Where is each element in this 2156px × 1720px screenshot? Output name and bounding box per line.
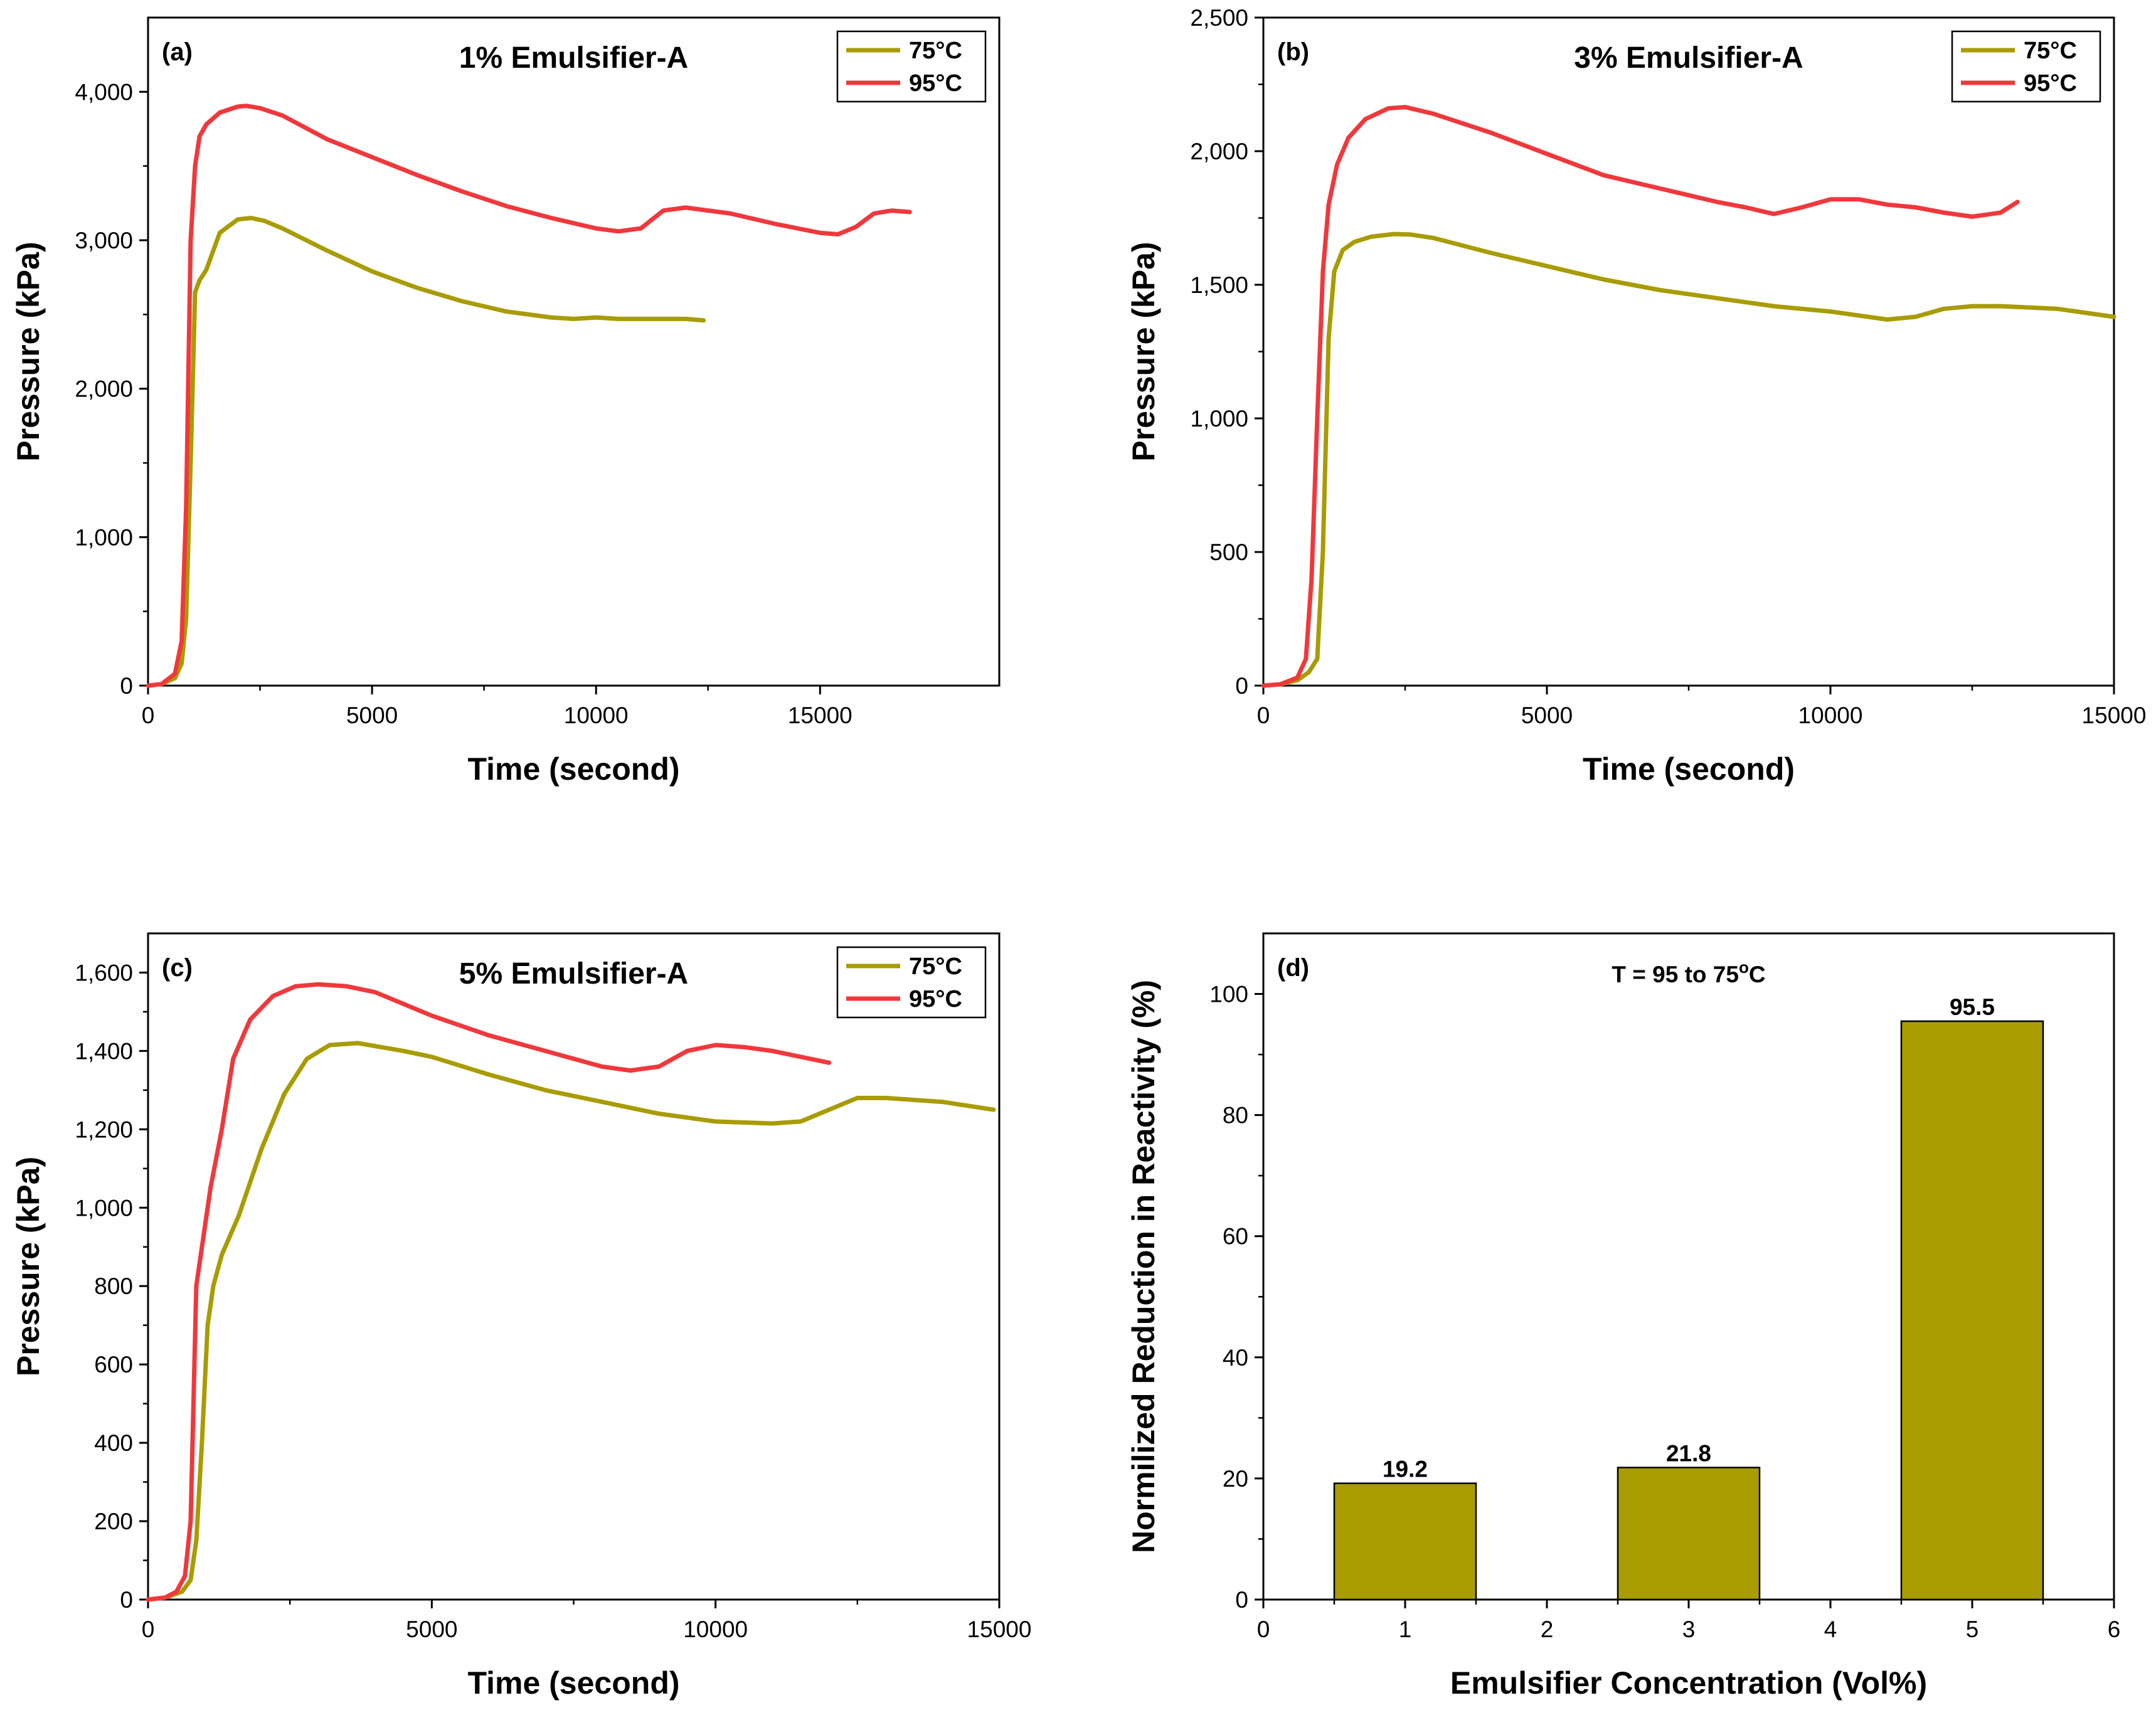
panel-b: 0 5000 10000 15000 0 500 1,000 1,500 2,000 2,500 T… <box>1126 5 2146 787</box>
panel-c-series-95c-line <box>146 982 832 1602</box>
panel-d-bar-value-label: 95.5 <box>1950 994 1995 1020</box>
panel-a-y-tick-label: 0 <box>120 673 133 699</box>
panel-a-title: 1% Emulsifier-A <box>459 41 688 75</box>
panel-b-legend-entry: 75°C <box>2024 38 2077 64</box>
panel-b-label: (b) <box>1277 38 1309 66</box>
panel-a-x-axis-title: Time (second) <box>467 751 679 787</box>
panel-a-legend-entry: 95°C <box>909 70 962 97</box>
panel-c-y-axis-title: Pressure (kPa) <box>11 1157 46 1376</box>
panel-a-legend-entry: 75°C <box>909 38 962 64</box>
panel-b-y-tick-label: 0 <box>1235 673 1248 699</box>
panel-c-title: 5% Emulsifier-A <box>459 957 688 990</box>
panel-d-x-tick-label: 1 <box>1399 1616 1412 1642</box>
panel-b-x-tick-label: 5000 <box>1521 703 1573 728</box>
panel-a-label: (a) <box>162 38 193 66</box>
panel-c: 0 5000 10000 15000 0 200 400 600 800 1,000 1,200 1,… <box>11 932 1032 1701</box>
panel-c-legend-box <box>836 946 987 1019</box>
panel-d-y-tick-label: 0 <box>1235 1587 1248 1613</box>
panel-c-y-tick-label: 1,000 <box>75 1195 133 1221</box>
panel-c-y-tick-label: 600 <box>94 1352 133 1378</box>
panel-b-title: 3% Emulsifier-A <box>1574 41 1803 75</box>
panel-d-bar-value-label: 19.2 <box>1383 1457 1428 1482</box>
panel-c-label: (c) <box>162 954 193 982</box>
panel-c-x-axis-title: Time (second) <box>467 1665 679 1701</box>
panel-b-x-axis-title: Time (second) <box>1583 751 1795 787</box>
panel-d-x-axis-title: Emulsifier Concentration (Vol%) <box>1450 1665 1927 1701</box>
panel-d-y-axis-title: Normilized Reduction in Reactivity (%) <box>1126 980 1161 1553</box>
panel-d-x-tick-label: 4 <box>1824 1616 1837 1642</box>
panel-c-y-tick-label: 1,400 <box>75 1038 133 1064</box>
panel-a-y-tick-label: 1,000 <box>75 524 133 550</box>
panel-b-legend-entry: 95°C <box>2024 70 2077 97</box>
panel-a-series-95c-line <box>146 104 912 688</box>
panel-b-x-tick-label: 10000 <box>1798 703 1863 728</box>
panel-a-y-tick-label: 4,000 <box>75 79 133 105</box>
panel-b-y-tick-label: 2,000 <box>1190 139 1248 164</box>
panel-a-y-axis-title: Pressure (kPa) <box>11 242 46 461</box>
panel-b-y-tick-label: 1,000 <box>1190 406 1248 432</box>
panel-a-x-tick-label: 10000 <box>564 703 629 728</box>
panel-d-y-tick-label: 60 <box>1223 1224 1248 1250</box>
panel-c-x-tick-label: 15000 <box>967 1616 1032 1642</box>
panel-c-series-75c-line <box>146 1041 996 1602</box>
panel-c-y-tick-label: 800 <box>94 1273 133 1299</box>
panel-d-x-tick-label: 6 <box>2108 1616 2121 1642</box>
panel-c-x-tick-label: 5000 <box>406 1616 457 1642</box>
panel-a-x-tick-label: 15000 <box>788 703 852 728</box>
panel-d-x-tick-label: 2 <box>1541 1616 1554 1642</box>
panel-c-x-tick-label: 10000 <box>683 1616 748 1642</box>
panel-c-y-tick-label: 200 <box>94 1509 133 1534</box>
panel-b-x-tick-label: 0 <box>1257 703 1270 728</box>
panel-b-series-95c-line <box>1261 105 2020 688</box>
panel-a-y-tick-label: 2,000 <box>75 376 133 402</box>
panel-a-legend-box <box>836 30 987 103</box>
panel-c-y-tick-label: 400 <box>94 1430 133 1456</box>
panel-a-x-tick-label: 5000 <box>346 703 398 728</box>
panel-c-y-tick-label: 1,600 <box>75 960 133 985</box>
panel-d-bar <box>1900 1020 2044 1601</box>
panel-b-plot-frame <box>1262 16 2115 687</box>
panel-b-y-tick-label: 1,500 <box>1190 272 1248 298</box>
panel-b-y-tick-label: 500 <box>1209 539 1248 565</box>
panel-b-legend: 75°C 95°C <box>1951 30 2101 103</box>
panel-d-x-tick-label: 3 <box>1682 1616 1696 1642</box>
panel-a-plot-frame <box>147 16 1001 687</box>
panel-b-x-tick-label: 15000 <box>2082 703 2147 728</box>
panel-a-y-tick-label: 3,000 <box>75 228 133 253</box>
panel-a-x-tick-label: 0 <box>142 703 155 728</box>
panel-d-y-tick-label: 20 <box>1223 1466 1248 1492</box>
panel-b-y-tick-label: 2,500 <box>1190 5 1248 31</box>
panel-a-legend: 75°C 95°C <box>836 30 987 103</box>
panel-c-legend: 75°C 95°C <box>836 946 987 1019</box>
panel-d-annotation: T = 95 to 75oC <box>1612 958 1765 987</box>
panel-c-legend-entry: 95°C <box>909 986 962 1012</box>
panel-d-y-tick-label: 80 <box>1223 1103 1248 1128</box>
panel-d-bar <box>1617 1467 1761 1601</box>
panel-b-y-axis-title: Pressure (kPa) <box>1126 242 1161 461</box>
panel-c-plot-frame <box>147 932 1001 1601</box>
panel-c-y-tick-label: 0 <box>120 1587 133 1613</box>
panel-d-y-tick-label: 40 <box>1223 1345 1248 1371</box>
panel-d-label: (d) <box>1277 954 1309 982</box>
panel-b-series-75c-line <box>1261 231 2116 688</box>
panel-c-x-tick-label: 0 <box>142 1616 155 1642</box>
panel-c-y-tick-label: 1,200 <box>75 1117 133 1142</box>
panel-a-series-75c-line <box>146 216 706 688</box>
panel-d-x-tick-label: 5 <box>1966 1616 1979 1642</box>
panel-d-y-tick-label: 100 <box>1209 982 1248 1007</box>
panel-c-legend-entry: 75°C <box>909 953 962 980</box>
panel-b-legend-box <box>1951 30 2101 103</box>
panel-d-x-tick-label: 0 <box>1257 1616 1270 1642</box>
panel-d-bar-value-label: 21.8 <box>1666 1441 1711 1467</box>
panel-a: 0 5000 10000 15000 0 1,000 2,000 3,000 4,000 Time… <box>11 16 1001 787</box>
panel-d-bar <box>1333 1482 1477 1601</box>
